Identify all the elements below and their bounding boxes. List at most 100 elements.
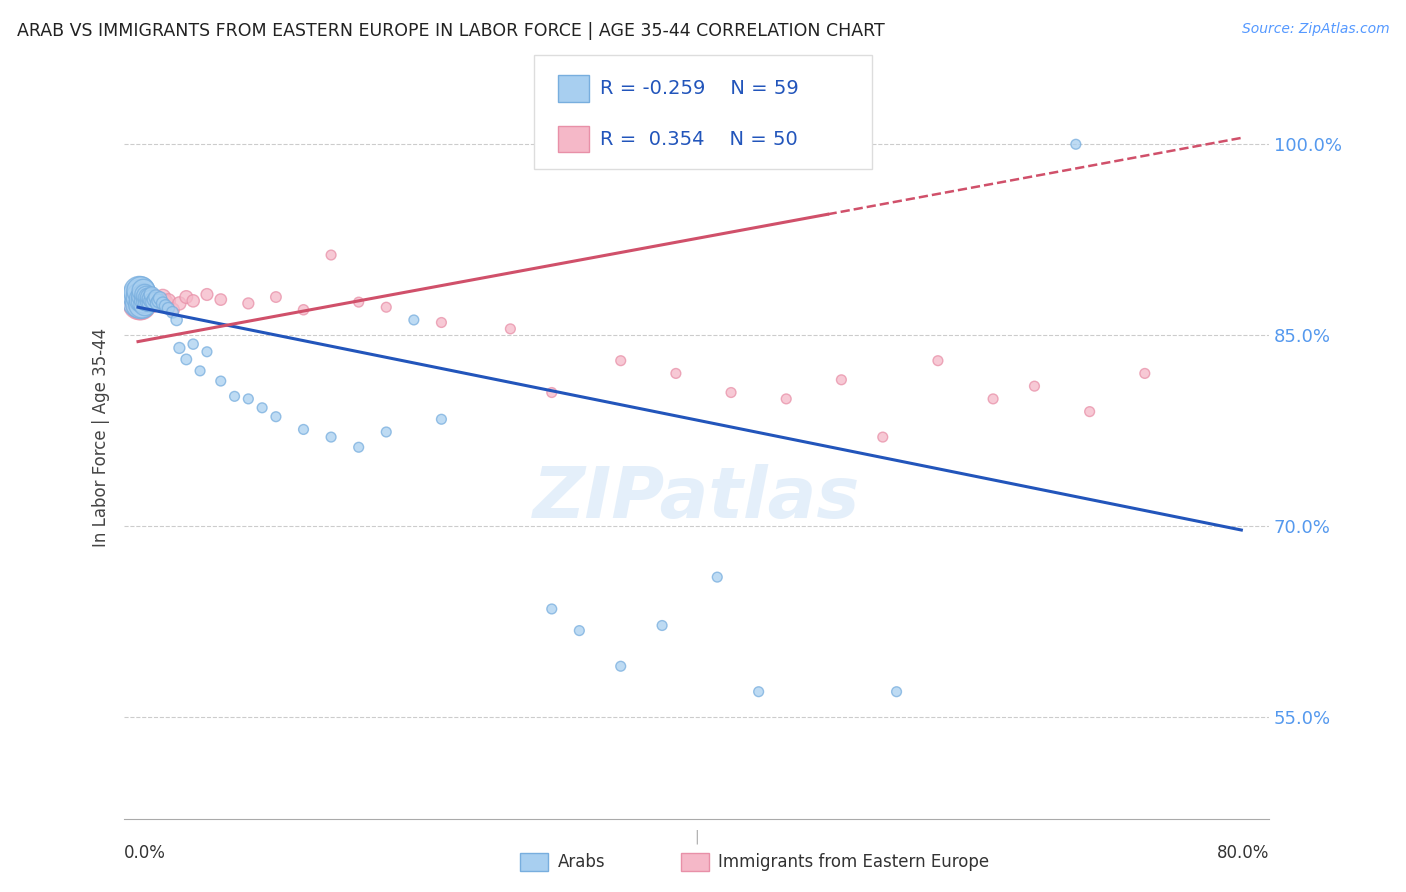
Point	[181, 337, 204, 351]
Point	[375, 300, 398, 314]
Point	[1078, 404, 1101, 418]
Point	[134, 293, 156, 307]
Point	[720, 385, 742, 400]
Point	[188, 364, 211, 378]
Point	[347, 440, 370, 454]
Point	[609, 353, 631, 368]
Point	[134, 289, 156, 303]
Point	[141, 287, 163, 301]
Point	[128, 293, 150, 308]
Point	[136, 293, 159, 308]
Point	[169, 296, 191, 310]
Point	[568, 624, 591, 638]
Text: 0.0%: 0.0%	[124, 844, 166, 862]
Point	[131, 295, 153, 310]
Point	[131, 293, 153, 307]
Point	[135, 293, 157, 307]
Point	[209, 293, 232, 307]
Point	[138, 290, 160, 304]
Text: ZIPatlas: ZIPatlas	[533, 464, 860, 533]
Point	[128, 291, 150, 305]
Point	[195, 344, 218, 359]
Point	[129, 298, 152, 312]
Point	[128, 285, 150, 299]
Point	[166, 313, 188, 327]
Point	[135, 293, 157, 308]
Point	[609, 659, 631, 673]
Point	[132, 291, 155, 305]
Point	[138, 295, 160, 310]
Point	[145, 290, 167, 304]
Point	[134, 298, 156, 312]
Point	[155, 299, 177, 313]
Point	[981, 392, 1004, 406]
Point	[143, 291, 166, 305]
Point	[132, 289, 155, 303]
Point	[129, 293, 152, 307]
Point	[129, 290, 152, 304]
Y-axis label: In Labor Force | Age 35-44: In Labor Force | Age 35-44	[93, 327, 110, 547]
Point	[195, 287, 218, 301]
Point	[152, 296, 174, 310]
Point	[148, 293, 170, 308]
Point	[131, 290, 153, 304]
Point	[540, 385, 562, 400]
Point	[499, 322, 522, 336]
Point	[651, 618, 673, 632]
Point	[152, 290, 174, 304]
Point	[135, 289, 157, 303]
Text: Immigrants from Eastern Europe: Immigrants from Eastern Europe	[718, 853, 990, 871]
Text: ARAB VS IMMIGRANTS FROM EASTERN EUROPE IN LABOR FORCE | AGE 35-44 CORRELATION CH: ARAB VS IMMIGRANTS FROM EASTERN EUROPE I…	[17, 22, 884, 40]
Point	[430, 412, 453, 426]
Point	[174, 352, 197, 367]
Point	[131, 298, 153, 312]
Point	[149, 291, 172, 305]
Point	[209, 374, 232, 388]
Point	[830, 373, 852, 387]
Point	[128, 296, 150, 310]
Text: 80.0%: 80.0%	[1216, 844, 1270, 862]
Point	[132, 284, 155, 298]
Point	[292, 302, 315, 317]
Point	[162, 305, 184, 319]
Point	[146, 296, 169, 310]
Point	[141, 293, 163, 308]
Point	[136, 290, 159, 304]
Text: R =  0.354    N = 50: R = 0.354 N = 50	[600, 129, 799, 148]
Point	[872, 430, 894, 444]
Point	[375, 425, 398, 439]
Point	[157, 301, 180, 316]
Point	[430, 316, 453, 330]
Point	[162, 302, 184, 317]
Point	[132, 296, 155, 310]
Point	[129, 296, 152, 310]
Point	[141, 293, 163, 308]
Point	[139, 296, 162, 310]
Point	[886, 684, 908, 698]
Point	[148, 293, 170, 307]
Point	[142, 296, 165, 310]
Point	[145, 295, 167, 310]
Point	[402, 313, 425, 327]
Point	[1133, 367, 1156, 381]
Text: Arabs: Arabs	[558, 853, 606, 871]
Point	[250, 401, 273, 415]
Point	[292, 422, 315, 436]
Point	[135, 287, 157, 301]
Point	[1064, 137, 1087, 152]
Point	[264, 409, 287, 424]
Text: R = -0.259    N = 59: R = -0.259 N = 59	[600, 79, 799, 98]
Point	[139, 291, 162, 305]
Point	[138, 290, 160, 304]
Point	[1024, 379, 1046, 393]
Point	[319, 248, 342, 262]
Point	[540, 602, 562, 616]
Point	[157, 293, 180, 308]
Point	[134, 287, 156, 301]
Point	[129, 284, 152, 298]
Point	[143, 293, 166, 307]
Point	[128, 289, 150, 303]
Point	[132, 293, 155, 308]
Point	[139, 291, 162, 305]
Point	[169, 341, 191, 355]
